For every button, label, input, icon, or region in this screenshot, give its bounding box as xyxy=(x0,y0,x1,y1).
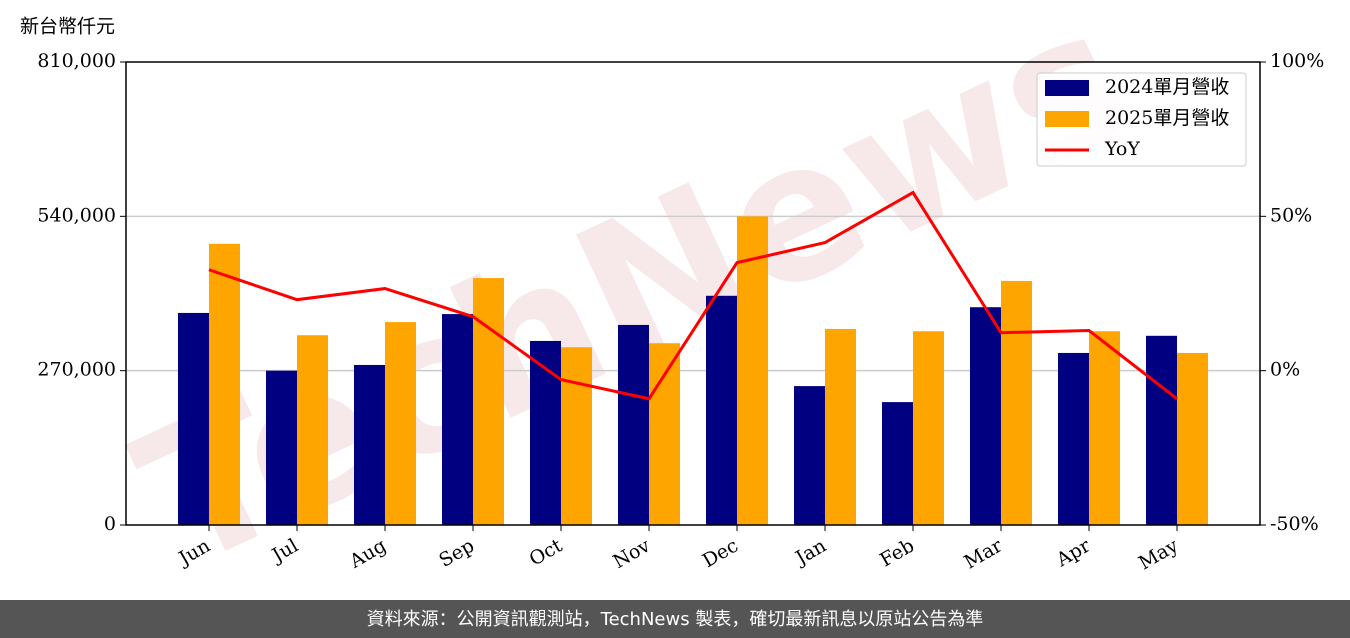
bar xyxy=(882,402,914,525)
legend-swatch xyxy=(1045,111,1089,127)
bar xyxy=(1001,280,1033,525)
x-tick-label: Apr xyxy=(1052,534,1095,571)
legend-label: YoY xyxy=(1104,138,1140,160)
y-tick-label: 810,000 xyxy=(37,50,116,72)
bar xyxy=(296,335,328,525)
legend-box xyxy=(1036,72,1247,167)
y2-tick-label: 100% xyxy=(1270,50,1324,72)
bar xyxy=(1058,352,1090,525)
plot-frame xyxy=(125,61,1261,526)
x-tick-label: Mar xyxy=(960,534,1006,573)
bar xyxy=(1146,335,1178,525)
bar xyxy=(384,322,416,525)
footer-text: 資料來源：公開資訊觀測站，TechNews 製表，確切最新訊息以原站公告為準 xyxy=(367,609,984,630)
y2-tick-label: 50% xyxy=(1270,204,1312,226)
bar xyxy=(560,347,592,525)
y2-tick-label: 0% xyxy=(1270,359,1300,381)
y-tick-label: 0 xyxy=(104,513,116,535)
line xyxy=(208,190,1178,401)
legend-label: 2024單月營收 xyxy=(1105,76,1229,98)
x-tick-label: May xyxy=(1135,534,1182,574)
x-tick-label: Nov xyxy=(609,534,654,573)
bar xyxy=(617,324,649,525)
bar xyxy=(353,364,385,525)
y-axis-label: 新台幣仟元 xyxy=(20,16,115,38)
bar xyxy=(441,314,473,525)
bar xyxy=(825,328,857,525)
x-tick-label: Sep xyxy=(435,535,478,572)
bar xyxy=(1089,331,1121,525)
bar xyxy=(970,307,1002,525)
bar xyxy=(529,340,561,525)
bar xyxy=(1177,352,1209,525)
bar xyxy=(265,370,297,525)
x-tick-label: Oct xyxy=(526,534,567,570)
x-tick-label: Jan xyxy=(790,535,830,571)
x-tick-label: Feb xyxy=(876,535,918,572)
bar xyxy=(913,331,945,525)
legend-label: 2025單月營收 xyxy=(1105,107,1229,129)
bar xyxy=(706,295,738,525)
y-tick-label: 270,000 xyxy=(37,359,116,381)
bar xyxy=(208,243,240,525)
bar xyxy=(794,386,826,525)
legend-swatch xyxy=(1045,80,1089,96)
bar xyxy=(472,278,504,525)
bar xyxy=(177,312,209,525)
footer-bar xyxy=(0,600,1350,638)
bar xyxy=(648,343,680,525)
y-tick-label: 540,000 xyxy=(37,204,116,226)
bar xyxy=(737,216,769,526)
x-tick-label: Dec xyxy=(699,535,742,573)
y2-tick-label: -50% xyxy=(1270,513,1319,535)
